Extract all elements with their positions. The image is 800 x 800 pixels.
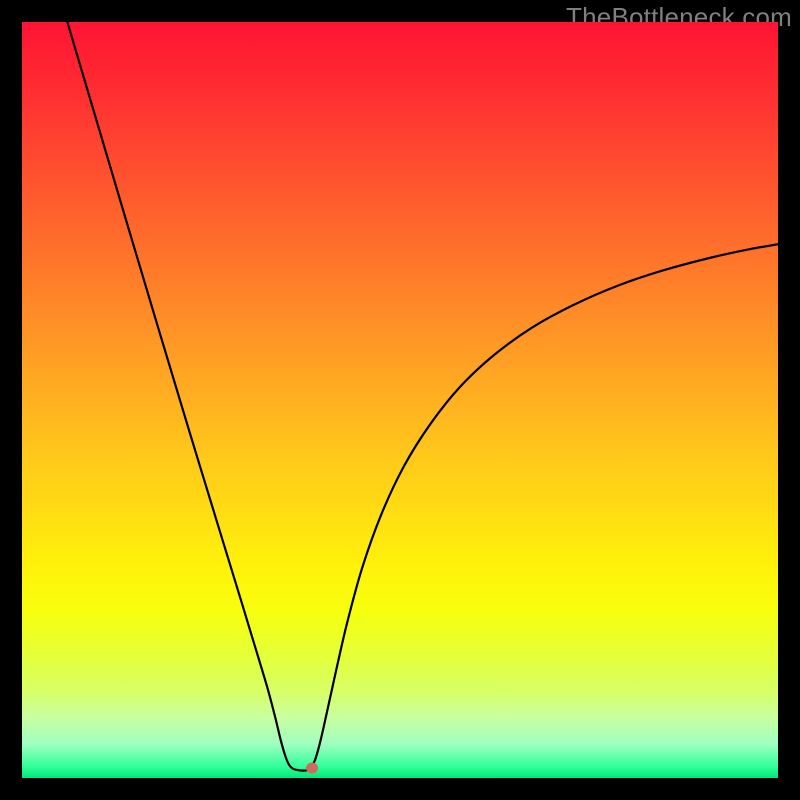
plot-area [22, 22, 778, 778]
optimum-marker [306, 763, 318, 774]
chart-frame: TheBottleneck.com [0, 0, 800, 800]
bottleneck-curve [22, 22, 778, 778]
curve-path [67, 22, 778, 771]
